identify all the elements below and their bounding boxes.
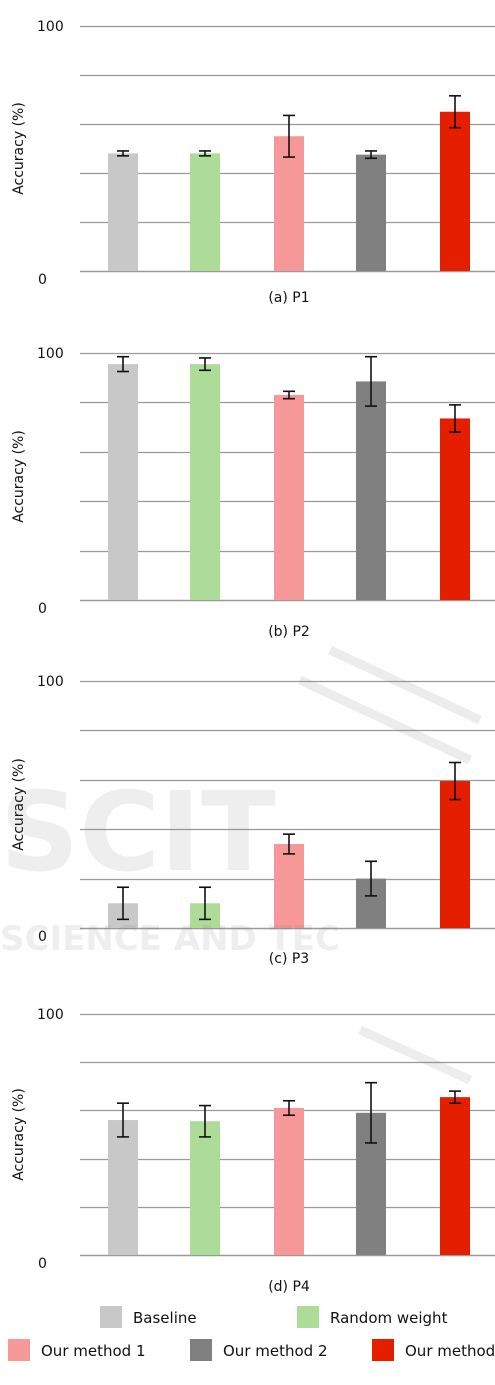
bar	[274, 394, 304, 600]
subplot-title: (d) P4	[268, 1279, 310, 1295]
bar	[440, 111, 470, 271]
y-tick-label: 100	[37, 346, 64, 362]
bar	[190, 1121, 220, 1255]
subplot-title: (a) P1	[268, 290, 309, 306]
bar	[440, 1097, 470, 1255]
subplot-title: (c) P3	[269, 951, 309, 967]
bar	[108, 1120, 138, 1255]
bar	[356, 154, 386, 271]
bar	[108, 364, 138, 600]
subplot-title: (b) P2	[268, 624, 310, 640]
legend-swatch	[100, 1306, 122, 1328]
y-tick-label: 0	[38, 1256, 47, 1272]
y-axis-label: Accuracy (%)	[11, 102, 27, 195]
y-tick-label: 100	[37, 1007, 64, 1023]
bar	[440, 781, 470, 928]
y-axis-label: Accuracy (%)	[11, 758, 27, 851]
y-tick-label: 100	[37, 19, 64, 35]
bar	[274, 136, 304, 271]
legend-swatch	[297, 1306, 319, 1328]
y-tick-label: 0	[38, 929, 47, 945]
y-tick-label: 100	[37, 674, 64, 690]
bar	[190, 364, 220, 600]
bar	[190, 153, 220, 271]
legend-label: Our method 2	[223, 1342, 328, 1360]
legend-swatch	[190, 1339, 212, 1361]
y-axis-label: Accuracy (%)	[11, 430, 27, 523]
y-tick-label: 0	[38, 272, 47, 288]
bar	[356, 381, 386, 600]
bar	[440, 418, 470, 600]
bar	[274, 844, 304, 928]
bar	[274, 1107, 304, 1255]
y-tick-label: 0	[38, 601, 47, 617]
y-axis-label: Accuracy (%)	[11, 1088, 27, 1181]
legend-label: Baseline	[133, 1309, 197, 1327]
bar	[108, 153, 138, 271]
legend-swatch	[8, 1339, 30, 1361]
legend-swatch	[372, 1339, 394, 1361]
legend-label: Random weight	[330, 1309, 448, 1327]
legend-label: Our method 2	[405, 1342, 495, 1360]
legend-label: Our method 1	[41, 1342, 146, 1360]
